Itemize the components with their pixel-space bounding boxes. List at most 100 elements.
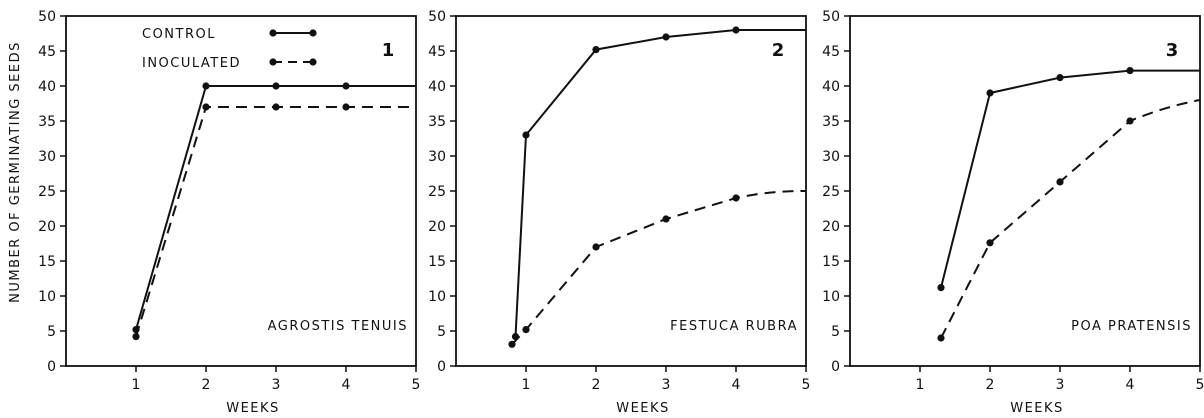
y-tick-label: 25 — [428, 184, 446, 200]
x-tick-label: 1 — [916, 377, 925, 393]
plot-frame — [455, 15, 807, 367]
species-label: POA PRATENSIS — [1071, 319, 1192, 334]
y-tick-label: 20 — [822, 219, 840, 235]
y-tick-label: 0 — [437, 359, 446, 375]
data-point-control — [937, 284, 945, 292]
data-point-inoculated — [522, 326, 530, 334]
y-tick-label: 45 — [38, 44, 56, 60]
data-point-inoculated — [1056, 178, 1064, 186]
y-tick-label: 35 — [822, 114, 840, 130]
y-tick-label: 15 — [38, 254, 56, 270]
panel-number: 3 — [1166, 40, 1179, 61]
y-tick-label: 30 — [428, 149, 446, 165]
data-point-inoculated — [592, 243, 600, 251]
data-point-inoculated — [662, 215, 670, 223]
legend-marker — [309, 29, 317, 37]
y-tick-label: 0 — [831, 359, 840, 375]
series-line-control — [135, 85, 416, 330]
legend-marker — [309, 58, 317, 66]
series-line-control — [514, 29, 806, 337]
data-point-inoculated — [342, 103, 350, 111]
y-tick-label: 45 — [822, 44, 840, 60]
y-tick-label: 50 — [38, 9, 56, 25]
x-tick-label: 5 — [802, 377, 811, 393]
series-line-inoculated — [135, 106, 416, 337]
legend: CONTROL INOCULATED — [142, 27, 317, 71]
y-tick-label: 35 — [38, 114, 56, 130]
x-axis-label: WEEKS — [226, 401, 280, 416]
y-tick-label: 5 — [437, 324, 446, 340]
plot-frame — [65, 15, 417, 367]
legend-label: CONTROL — [142, 27, 216, 42]
x-tick-label: 2 — [202, 377, 211, 393]
data-point-inoculated — [132, 333, 140, 341]
data-point-control — [202, 82, 210, 90]
y-tick-label: 30 — [822, 149, 840, 165]
y-tick-label: 25 — [822, 184, 840, 200]
x-axis-label: WEEKS — [1010, 401, 1064, 416]
data-point-inoculated — [732, 194, 740, 202]
data-point-control — [986, 89, 994, 97]
data-point-control — [1056, 74, 1064, 82]
x-tick-label: 1 — [522, 377, 531, 393]
y-tick-label: 15 — [428, 254, 446, 270]
y-tick-label: 30 — [38, 149, 56, 165]
data-point-control — [732, 26, 740, 34]
y-tick-label: 50 — [822, 9, 840, 25]
y-tick-label: 10 — [822, 289, 840, 305]
data-point-inoculated — [986, 239, 994, 247]
y-tick-label: 40 — [428, 79, 446, 95]
y-tick-label: 15 — [822, 254, 840, 270]
data-point-control — [662, 33, 670, 41]
species-label: AGROSTIS TENUIS — [268, 319, 408, 334]
x-tick-label: 2 — [592, 377, 601, 393]
legend-label: INOCULATED — [142, 56, 241, 71]
x-tick-label: 4 — [1126, 377, 1135, 393]
panel-number: 1 — [382, 40, 395, 61]
data-point-inoculated — [508, 340, 516, 348]
y-tick-label: 45 — [428, 44, 446, 60]
y-tick-label: 50 — [428, 9, 446, 25]
data-point-control — [272, 82, 280, 90]
y-axis-label: NUMBER OF GERMINATING SEEDS — [8, 41, 23, 303]
data-point-control — [522, 131, 530, 139]
y-tick-label: 0 — [47, 359, 56, 375]
y-tick-label: 35 — [428, 114, 446, 130]
data-point-inoculated — [272, 103, 280, 111]
y-tick-label: 40 — [822, 79, 840, 95]
legend-marker — [269, 58, 277, 66]
x-tick-label: 3 — [662, 377, 671, 393]
x-tick-label: 3 — [272, 377, 281, 393]
series-line-inoculated — [511, 189, 807, 345]
y-tick-label: 20 — [428, 219, 446, 235]
data-point-control — [1126, 67, 1134, 75]
legend-marker — [269, 29, 277, 37]
data-point-inoculated — [202, 103, 210, 111]
x-tick-label: 4 — [342, 377, 351, 393]
species-label: FESTUCA RUBRA — [670, 319, 798, 334]
x-axis-label: WEEKS — [616, 401, 670, 416]
y-tick-label: 5 — [47, 324, 56, 340]
y-tick-label: 10 — [38, 289, 56, 305]
x-tick-label: 5 — [1196, 377, 1204, 393]
x-tick-label: 4 — [732, 377, 741, 393]
y-tick-label: 40 — [38, 79, 56, 95]
x-tick-label: 3 — [1056, 377, 1065, 393]
data-point-control — [342, 82, 350, 90]
x-tick-label: 2 — [986, 377, 995, 393]
y-tick-label: 5 — [831, 324, 840, 340]
y-tick-label: 10 — [428, 289, 446, 305]
data-point-control — [592, 46, 600, 54]
plot-frame — [849, 15, 1201, 367]
series-line-control — [940, 69, 1200, 288]
x-tick-label: 5 — [412, 377, 421, 393]
y-tick-label: 25 — [38, 184, 56, 200]
panel-number: 2 — [772, 40, 785, 61]
data-point-inoculated — [937, 334, 945, 342]
data-point-inoculated — [1126, 117, 1134, 125]
